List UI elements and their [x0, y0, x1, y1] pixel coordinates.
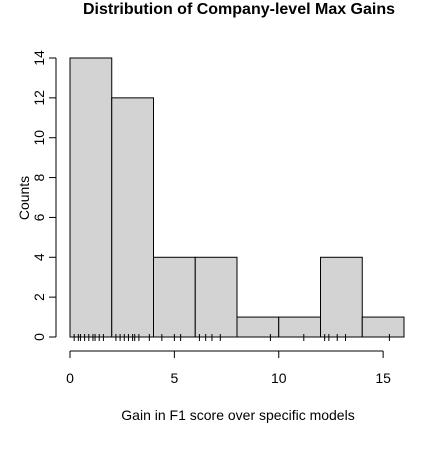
y-axis-label: Counts — [16, 176, 32, 220]
y-tick-label: 8 — [31, 173, 47, 181]
y-tick-label: 12 — [31, 90, 47, 106]
rug-group — [73, 334, 390, 341]
histogram-bar — [194, 256, 238, 338]
y-tick-label: 6 — [31, 213, 47, 221]
histogram-bar — [278, 316, 321, 338]
histogram-bar — [111, 97, 154, 338]
y-tick-label: 14 — [31, 50, 47, 66]
histogram-bar — [320, 256, 363, 338]
x-tick-label: 15 — [375, 370, 391, 386]
x-tick-label: 0 — [66, 370, 74, 386]
histogram-bar — [153, 256, 196, 338]
y-tick-label: 2 — [31, 293, 47, 301]
x-axis-label: Gain in F1 score over specific models — [121, 407, 354, 423]
x-tick-label: 10 — [271, 370, 287, 386]
chart-title: Distribution of Company-level Max Gains — [83, 1, 395, 18]
y-tick-label: 0 — [31, 333, 47, 341]
x-axis: 0 5 10 15 — [66, 350, 391, 386]
x-tick-label: 5 — [170, 370, 178, 386]
y-axis: 0 2 4 6 8 10 12 14 — [31, 50, 57, 341]
histogram-bar — [361, 316, 405, 338]
y-tick-label: 4 — [31, 253, 47, 261]
histogram-bar — [236, 316, 280, 338]
histogram-bar — [69, 57, 113, 338]
bars-group — [69, 57, 405, 338]
y-tick-label: 10 — [31, 130, 47, 146]
